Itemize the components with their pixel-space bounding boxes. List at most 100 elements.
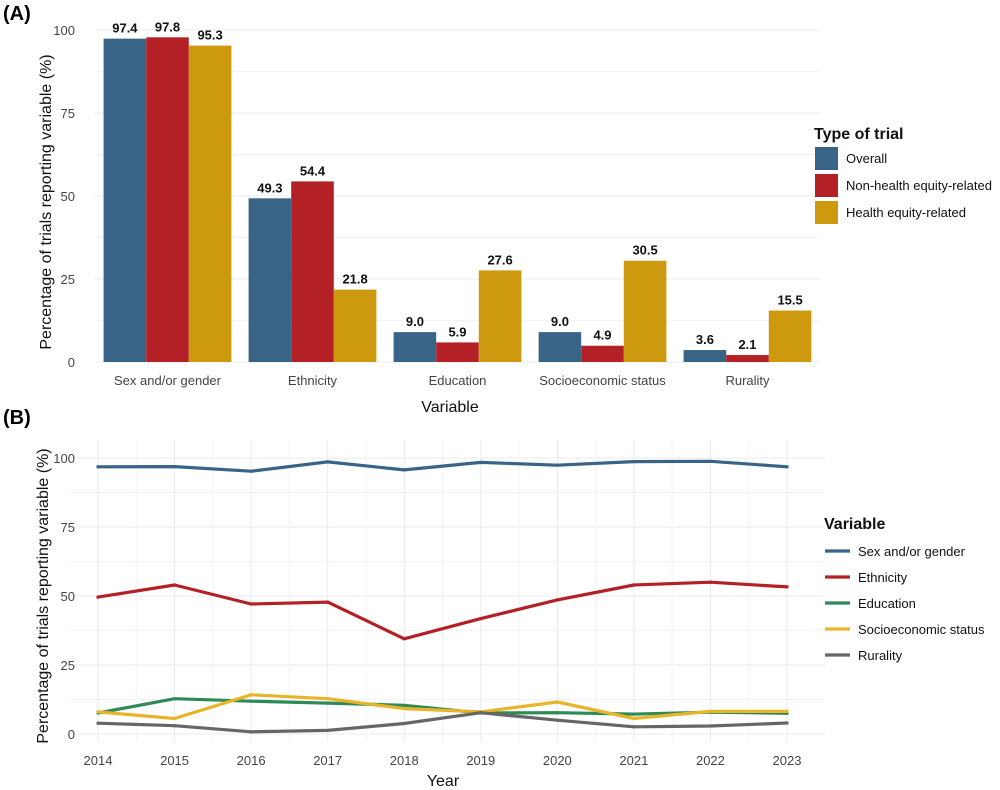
- point-rurality-2023: [785, 721, 789, 725]
- panel-b-y-tick-label: 25: [61, 658, 75, 673]
- legend-label-non-health-equity-related: Non-health equity-related: [846, 178, 992, 193]
- bar-health-equity-related-sex-and-or-gender: [188, 45, 232, 362]
- point-sex-and-or-gender-2019: [479, 460, 483, 465]
- point-socioeconomic-status-2015: [172, 716, 177, 721]
- point-ethnicity-2019: [479, 617, 483, 621]
- point-rurality-2016: [249, 730, 253, 734]
- data-label-overall-sex-and-or-gender: 97.4: [112, 21, 138, 36]
- point-rurality-2020: [555, 718, 559, 722]
- point-sex-and-or-gender-2021: [632, 459, 636, 464]
- x-tick-2021: 2021: [619, 753, 648, 768]
- x-tick-2022: 2022: [696, 753, 725, 768]
- data-label-non-health-equity-related-education: 5.9: [448, 324, 466, 339]
- bar-overall-education: [393, 332, 437, 362]
- point-sex-and-or-gender-2022: [708, 459, 713, 463]
- point-ethnicity-2016: [249, 602, 253, 606]
- point-socioeconomic-status-2021: [632, 716, 636, 721]
- point-socioeconomic-status-2017: [326, 697, 330, 701]
- point-rurality-2015: [172, 724, 177, 728]
- panel-a-bars: [103, 37, 812, 363]
- point-socioeconomic-status-2020: [555, 700, 559, 704]
- data-label-overall-ethnicity: 49.3: [257, 180, 282, 195]
- point-socioeconomic-status-2022: [708, 709, 713, 713]
- panel-a-label: (A): [3, 3, 31, 25]
- data-label-non-health-equity-related-sex-and-or-gender: 97.8: [155, 19, 180, 34]
- point-rurality-2021: [632, 725, 636, 729]
- data-label-non-health-equity-related-ethnicity: 54.4: [300, 163, 326, 178]
- data-label-health-equity-related-education: 27.6: [487, 252, 512, 267]
- panel-b-y-tick-label: 75: [61, 520, 75, 535]
- line-ethnicity: [96, 580, 789, 641]
- bar-non-health-equity-related-socioeconomic-status: [581, 345, 624, 362]
- panel-a-x-ticks: Sex and/or gender Ethnicity Education Socio…: [114, 373, 770, 388]
- bar-overall-rurality: [683, 350, 727, 362]
- point-sex-and-or-gender-2015: [172, 464, 177, 469]
- bar-health-equity-related-ethnicity: [333, 289, 377, 362]
- data-label-non-health-equity-related-socioeconomic-status: 4.9: [593, 328, 611, 343]
- point-education-2018: [402, 703, 406, 707]
- legend-label-socioeconomic-status: Socioeconomic status: [858, 622, 985, 637]
- panel-a-y-tick-label: 25: [61, 272, 75, 287]
- data-label-health-equity-related-sex-and-or-gender: 95.3: [197, 28, 222, 43]
- point-education-2016: [249, 699, 253, 703]
- x-tick-2014: 2014: [84, 753, 113, 768]
- data-label-non-health-equity-related-rurality: 2.1: [738, 337, 756, 352]
- panel-a-y-axis-title: Percentage of trials reporting variable …: [38, 54, 55, 349]
- point-education-2017: [326, 701, 330, 705]
- bar-non-health-equity-related-sex-and-or-gender: [146, 37, 189, 362]
- legend-key-non-health-equity-related: [815, 174, 838, 197]
- data-label-health-equity-related-socioeconomic-status: 30.5: [632, 243, 657, 258]
- x-tick-education: Education: [429, 373, 487, 388]
- x-tick-sex-and-or-gender: Sex and/or gender: [114, 373, 222, 388]
- point-education-2021: [632, 712, 636, 716]
- point-ethnicity-2017: [326, 600, 330, 604]
- data-label-health-equity-related-rurality: 15.5: [777, 293, 802, 308]
- line-sex-and-or-gender: [96, 459, 789, 473]
- point-ethnicity-2014: [96, 595, 100, 599]
- point-education-2020: [555, 711, 559, 715]
- point-sex-and-or-gender-2016: [249, 469, 253, 473]
- point-rurality-2019: [479, 711, 483, 715]
- point-sex-and-or-gender-2018: [402, 468, 406, 472]
- x-tick-rurality: Rurality: [725, 373, 770, 388]
- point-rurality-2018: [402, 721, 406, 726]
- point-socioeconomic-status-2018: [402, 707, 406, 711]
- legend-key-overall: [815, 147, 838, 170]
- data-label-health-equity-related-ethnicity: 21.8: [342, 272, 367, 287]
- data-label-overall-education: 9.0: [406, 314, 424, 329]
- panel-b-legend-title: Variable: [824, 516, 885, 533]
- line-socioeconomic-status: [96, 693, 789, 721]
- legend-key-health-equity-related: [815, 201, 838, 224]
- panel-b-legend: Variable Sex and/or gender Ethnicity Educa…: [824, 516, 985, 663]
- x-tick-2023: 2023: [773, 753, 802, 768]
- bar-overall-ethnicity: [248, 198, 292, 362]
- bar-overall-socioeconomic-status: [538, 332, 582, 362]
- bar-health-equity-related-rurality: [768, 310, 812, 362]
- panel-b-y-tick-label: 0: [68, 727, 75, 742]
- panel-b-label: (B): [3, 407, 31, 429]
- x-tick-2015: 2015: [160, 753, 189, 768]
- panel-a-y-tick-label: 50: [61, 189, 75, 204]
- panel-a-y-tick-label: 0: [68, 355, 75, 370]
- panel-b-x-axis-title: Year: [427, 773, 460, 790]
- legend-label-health-equity-related: Health equity-related: [846, 205, 966, 220]
- point-ethnicity-2018: [402, 637, 406, 641]
- panel-b-gridlines: [70, 440, 825, 742]
- panel-b-x-ticks: 2014 2015 2016 2017 2018 2019 2020 2021 2022 2023: [84, 753, 802, 768]
- point-rurality-2014: [96, 721, 100, 725]
- x-tick-2016: 2016: [237, 753, 266, 768]
- point-sex-and-or-gender-2014: [96, 465, 100, 469]
- panel-a-y-ticks: 0 25 50 75 100: [53, 23, 75, 370]
- panel-b-y-ticks: 0 25 50 75 100: [53, 451, 75, 742]
- point-sex-and-or-gender-2017: [326, 460, 330, 464]
- bar-non-health-equity-related-education: [436, 342, 479, 362]
- panel-b-y-tick-label: 100: [53, 451, 75, 466]
- legend-label-rurality: Rurality: [858, 648, 903, 663]
- point-sex-and-or-gender-2023: [785, 465, 789, 469]
- point-socioeconomic-status-2016: [249, 693, 253, 697]
- data-label-overall-socioeconomic-status: 9.0: [551, 314, 569, 329]
- panel-b-y-tick-label: 50: [61, 589, 75, 604]
